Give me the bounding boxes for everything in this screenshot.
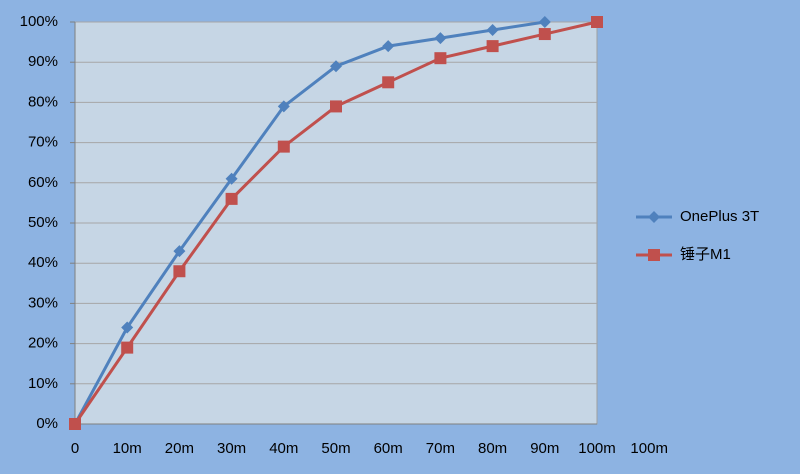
marker (173, 265, 186, 278)
x-tick-label: 10m (113, 440, 142, 457)
y-tick-label: 60% (28, 174, 58, 191)
marker (486, 24, 499, 37)
marker (330, 100, 342, 113)
y-tick-label: 40% (28, 254, 58, 271)
marker (538, 16, 551, 28)
y-tick-label: 30% (28, 294, 58, 311)
marker (225, 192, 238, 205)
x-tick-label: 50m (321, 440, 350, 457)
x-tick-label: 90m (530, 440, 559, 457)
x-tick-label: 100m (578, 440, 616, 457)
marker (648, 249, 660, 261)
y-tick-label: 90% (28, 53, 58, 70)
y-tick-label: 70% (28, 134, 58, 151)
marker (434, 32, 447, 45)
x-tick-label: 20m (165, 440, 194, 457)
marker (648, 211, 660, 223)
y-tick-label: 20% (28, 335, 58, 352)
marker (382, 76, 395, 89)
marker (173, 245, 186, 258)
x-tick-label: 30m (217, 440, 246, 457)
marker (591, 16, 603, 28)
marker (434, 52, 447, 65)
x-tick-label: 40m (269, 440, 298, 457)
legend-label: 锤子M1 (680, 246, 731, 263)
x-tick-label: 60m (374, 440, 403, 457)
x-tick-label: 0 (71, 440, 79, 457)
series-line (73, 20, 546, 425)
y-tick-label: 80% (28, 93, 58, 110)
marker (121, 341, 134, 354)
marker (382, 40, 395, 53)
marker (69, 418, 81, 430)
y-tick-label: 10% (28, 375, 58, 392)
x-tick-label: 80m (478, 440, 507, 457)
marker (538, 28, 551, 41)
marker (225, 172, 238, 185)
y-tick-label: 0% (36, 415, 58, 432)
marker (330, 60, 342, 73)
marker (277, 140, 290, 153)
marker (486, 40, 499, 53)
y-tick-label: 50% (28, 214, 58, 231)
legend-label: OnePlus 3T (680, 208, 759, 225)
x-tick-label: 100m (630, 440, 668, 457)
x-tick-label: 70m (426, 440, 455, 457)
y-tick-label: 100% (20, 13, 58, 30)
marker (277, 100, 290, 113)
marker (121, 321, 134, 334)
